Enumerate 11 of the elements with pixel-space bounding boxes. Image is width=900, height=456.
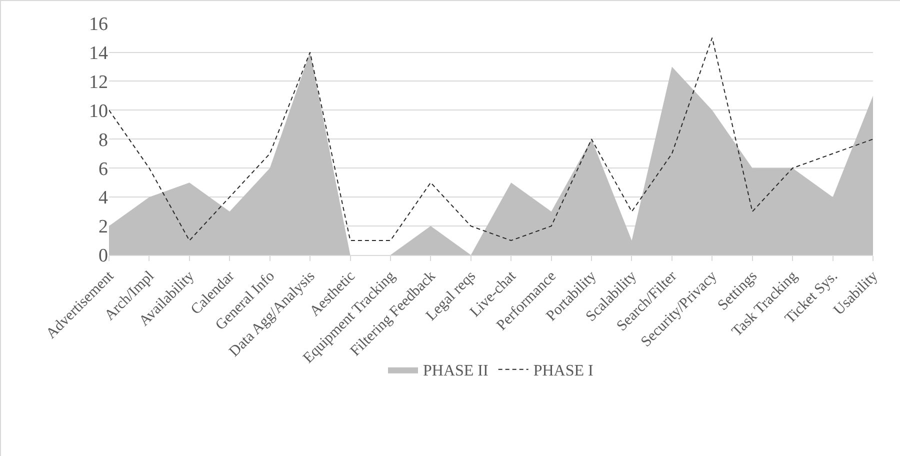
legend-label: PHASE I [533, 362, 594, 380]
y-tick-label: 10 [89, 100, 108, 122]
y-tick-label: 0 [98, 246, 108, 267]
y-tick-label: 14 [89, 42, 108, 64]
y-tick-label: 12 [89, 72, 108, 93]
y-tick-label: 2 [98, 216, 108, 238]
legend-label: PHASE II [423, 362, 488, 380]
y-tick-label: 16 [89, 14, 108, 35]
y-tick-label: 4 [98, 188, 108, 209]
y-tick-label: 6 [98, 158, 108, 180]
y-tick-label: 8 [98, 130, 108, 151]
